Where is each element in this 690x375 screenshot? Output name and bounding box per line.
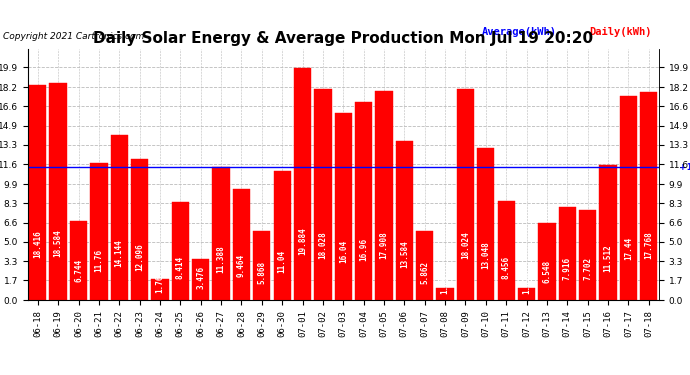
Bar xyxy=(233,189,250,300)
Bar xyxy=(192,260,209,300)
Bar xyxy=(70,221,87,300)
Bar xyxy=(579,210,596,300)
Text: 12.096: 12.096 xyxy=(135,243,144,271)
Bar xyxy=(314,89,332,300)
Text: 1.06: 1.06 xyxy=(441,275,450,294)
Text: 8.456: 8.456 xyxy=(502,256,511,279)
Bar xyxy=(151,279,168,300)
Bar xyxy=(437,288,454,300)
Bar xyxy=(213,167,230,300)
Text: 9.464: 9.464 xyxy=(237,254,246,277)
Text: 13.584: 13.584 xyxy=(400,240,409,268)
Text: 8.414: 8.414 xyxy=(176,256,185,279)
Bar xyxy=(416,231,433,300)
Text: 11.04: 11.04 xyxy=(277,250,286,273)
Text: 19.884: 19.884 xyxy=(298,227,307,255)
Bar xyxy=(538,224,555,300)
Bar xyxy=(50,83,67,300)
Bar xyxy=(640,92,658,300)
Text: 7.702: 7.702 xyxy=(583,257,592,280)
Bar xyxy=(355,102,373,300)
Bar xyxy=(273,171,290,300)
Bar xyxy=(457,89,474,300)
Text: 18.416: 18.416 xyxy=(33,230,42,258)
Bar xyxy=(497,201,515,300)
Text: 6.744: 6.744 xyxy=(74,259,83,282)
Bar xyxy=(131,159,148,300)
Bar xyxy=(110,135,128,300)
Bar xyxy=(172,202,189,300)
Text: 7.916: 7.916 xyxy=(563,257,572,280)
Bar xyxy=(335,112,352,300)
Text: 14.144: 14.144 xyxy=(115,239,124,267)
Bar xyxy=(294,68,311,300)
Bar xyxy=(559,207,576,300)
Bar xyxy=(396,141,413,300)
Text: 6.548: 6.548 xyxy=(542,260,551,283)
Bar xyxy=(29,85,46,300)
Text: 16.96: 16.96 xyxy=(359,238,368,261)
Text: 1.764: 1.764 xyxy=(155,270,164,293)
Text: 18.028: 18.028 xyxy=(318,231,328,259)
Bar xyxy=(600,165,617,300)
Text: 18.584: 18.584 xyxy=(54,230,63,257)
Text: Copyright 2021 Cartronics.com: Copyright 2021 Cartronics.com xyxy=(3,32,145,41)
Text: 17.44: 17.44 xyxy=(624,237,633,260)
Text: Daily(kWh): Daily(kWh) xyxy=(589,27,652,38)
Bar xyxy=(620,96,637,300)
Bar xyxy=(375,91,393,300)
Text: 3.476: 3.476 xyxy=(196,266,205,289)
Bar xyxy=(253,231,270,300)
Text: 17.768: 17.768 xyxy=(644,231,653,259)
Bar xyxy=(90,163,108,300)
Text: +11.361: +11.361 xyxy=(680,163,690,172)
Text: 13.048: 13.048 xyxy=(482,241,491,269)
Bar xyxy=(477,147,495,300)
Bar xyxy=(518,288,535,300)
Text: 5.862: 5.862 xyxy=(420,261,429,284)
Text: 17.908: 17.908 xyxy=(380,231,388,259)
Text: 16.04: 16.04 xyxy=(339,240,348,263)
Title: Daily Solar Energy & Average Production Mon Jul 19 20:20: Daily Solar Energy & Average Production … xyxy=(93,31,593,46)
Text: 11.388: 11.388 xyxy=(217,245,226,273)
Text: 11.76: 11.76 xyxy=(95,249,103,272)
Text: 11.512: 11.512 xyxy=(604,244,613,272)
Text: 5.868: 5.868 xyxy=(257,261,266,284)
Text: 18.024: 18.024 xyxy=(461,231,470,259)
Text: 1.016: 1.016 xyxy=(522,271,531,294)
Text: Average(kWh): Average(kWh) xyxy=(482,27,557,38)
